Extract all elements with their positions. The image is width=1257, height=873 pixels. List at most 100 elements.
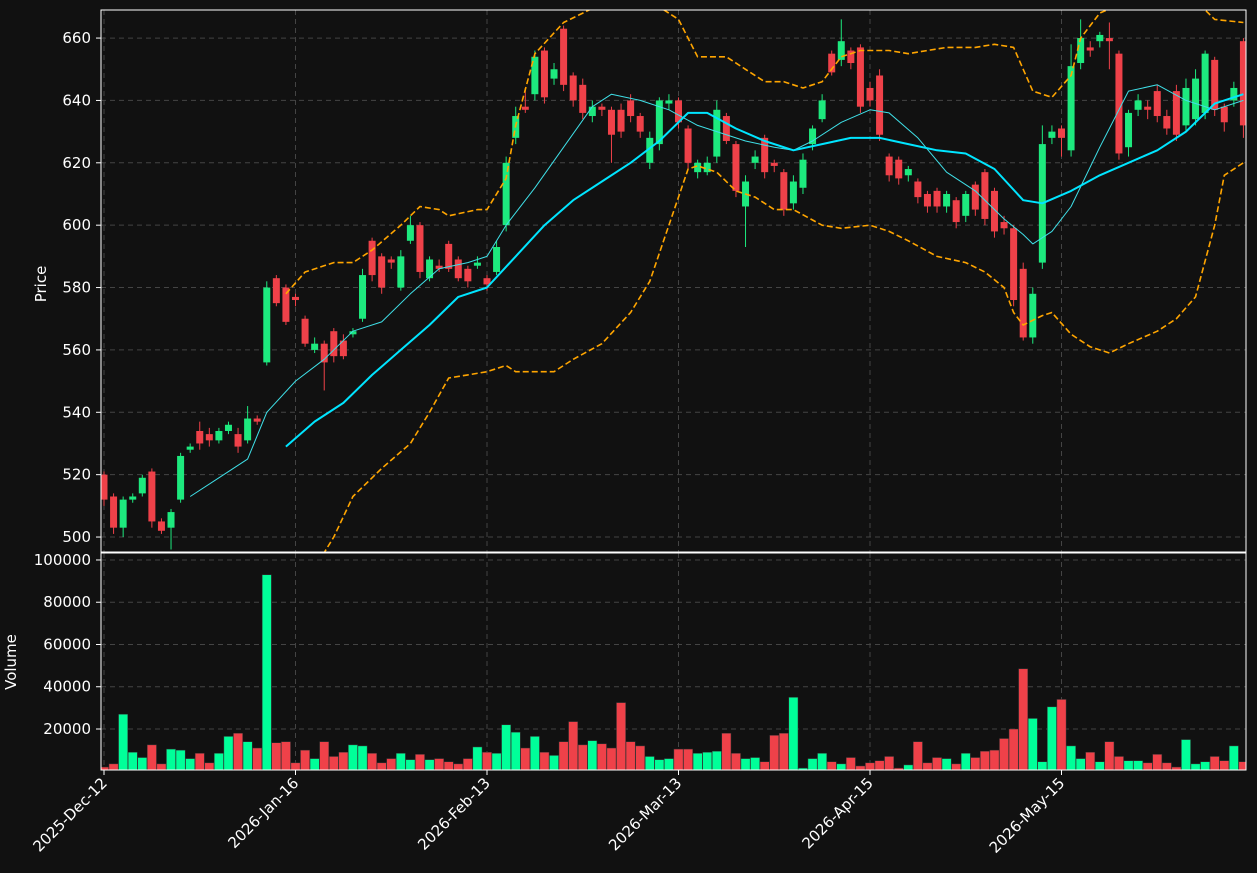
candle-body [1096, 34, 1104, 42]
y-tick-label: 600 [62, 216, 91, 234]
y-tick-label: 560 [62, 341, 91, 359]
volume-bar [434, 758, 444, 770]
volume-bar [846, 757, 856, 770]
volume-bar [750, 757, 760, 770]
volume-bar [549, 755, 559, 770]
candle-body [359, 275, 367, 319]
candle-body [196, 431, 204, 444]
volume-bar [855, 765, 866, 770]
volume-bar [1152, 754, 1163, 770]
candle-body [301, 318, 309, 344]
volume-bar [424, 759, 435, 770]
y-axis-label: Volume [2, 634, 20, 690]
volume-bar [769, 735, 780, 770]
volume-bar [1123, 760, 1134, 770]
volume-bar [1008, 728, 1019, 770]
volume-bar [807, 758, 818, 770]
volume-bar [137, 757, 148, 770]
volume-bar [405, 759, 416, 770]
volume-bar [147, 744, 157, 770]
volume-bar [1219, 760, 1230, 770]
y-tick-label: 660 [62, 29, 91, 47]
volume-bar [386, 758, 397, 770]
volume-bar [1238, 761, 1246, 770]
candle-body [531, 56, 539, 95]
volume-bar [989, 749, 1000, 770]
volume-bar [1200, 761, 1210, 770]
volume-bar [836, 763, 847, 770]
candle-body [598, 106, 606, 110]
candle-body [789, 181, 797, 204]
candle-body [1058, 128, 1065, 138]
candle-body [110, 496, 118, 528]
volume-bar [683, 748, 693, 770]
panel-frame [100, 9, 1247, 553]
candle-body [101, 474, 108, 500]
candle-body [445, 243, 453, 269]
volume-bar [415, 754, 425, 770]
volume-bar [482, 752, 492, 770]
candle-body [406, 225, 414, 241]
candle-body [971, 184, 979, 210]
volume-bar [309, 758, 320, 770]
candle-body [722, 116, 730, 141]
volume-bar [1133, 760, 1143, 770]
candle-body [1000, 222, 1008, 229]
volume-bar [980, 750, 990, 770]
candle-body [646, 137, 654, 163]
volume-bar [817, 753, 827, 770]
volume-bar [1142, 762, 1153, 770]
volume-bar [932, 757, 942, 770]
volume-bar [654, 759, 665, 770]
candle-body [952, 200, 960, 223]
indicator-line [189, 84, 1244, 497]
candle-body [282, 287, 290, 322]
candle-body [914, 181, 922, 198]
y-tick-label: 580 [62, 279, 91, 297]
volume-bar [223, 736, 234, 770]
y-tick-label: 60000 [43, 635, 91, 653]
candle-body [904, 169, 912, 176]
volume-bar [568, 721, 579, 770]
y-tick-label: 80000 [43, 593, 91, 611]
x-tick-label: 2026-Jan-16 [225, 774, 303, 852]
candle-body [1153, 91, 1161, 117]
candle-body [167, 512, 175, 528]
volume-bar [520, 747, 531, 770]
volume-bar [778, 732, 789, 770]
volume-bar [903, 764, 914, 770]
y-tick-label: 100000 [34, 551, 91, 569]
candle-body [588, 106, 596, 117]
volume-bar [970, 757, 981, 770]
volume-bar [367, 753, 377, 770]
candle-body [320, 343, 328, 363]
candle-body [426, 259, 434, 279]
candle-body [1144, 106, 1152, 110]
plot-area [101, 553, 1246, 770]
candle-body [962, 193, 970, 216]
volume-bar [204, 762, 215, 770]
volume-bar [194, 753, 205, 770]
volume-bar [242, 741, 253, 770]
volume-bar [1229, 745, 1239, 770]
volume-bar [1037, 761, 1048, 770]
volume-bar [1056, 699, 1067, 770]
candle-body [770, 162, 778, 166]
volume-bar [185, 758, 196, 770]
candle-body [1048, 131, 1056, 138]
candle-body [311, 343, 319, 350]
volume-bar [214, 753, 224, 770]
candle-body [1010, 228, 1018, 301]
y-axis-label: Price [32, 266, 50, 303]
candle-body [665, 100, 673, 104]
x-tick-label: 2026-Feb-13 [414, 774, 494, 854]
volume-bar [616, 702, 626, 770]
candle-body [885, 156, 893, 176]
candle-body [876, 75, 884, 135]
candle-body [272, 278, 280, 304]
volume-bar [635, 745, 646, 770]
volume-bar [558, 741, 569, 770]
candle-body [1134, 100, 1142, 110]
plot-area [101, 10, 1246, 552]
